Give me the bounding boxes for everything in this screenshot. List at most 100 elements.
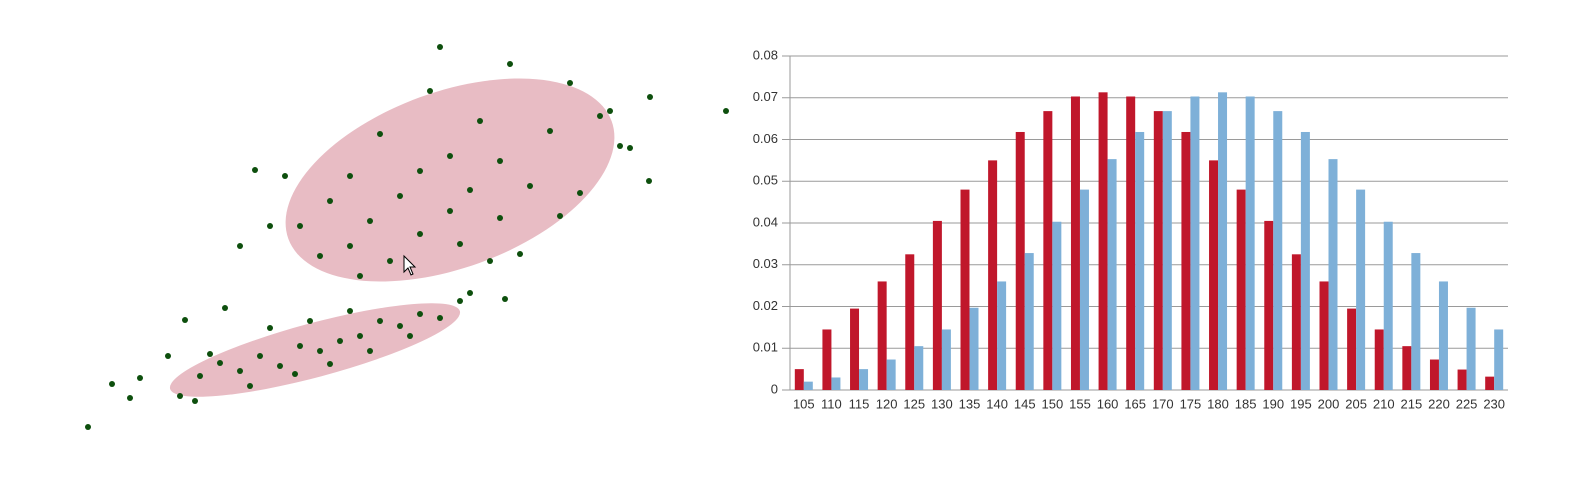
bar [1015,131,1025,391]
data-point [222,305,228,311]
data-point [497,215,503,221]
data-point [377,131,383,137]
cluster-region [285,78,615,282]
x-tick-label: 230 [1483,396,1505,411]
bar [1190,96,1200,390]
bar [1181,131,1191,391]
data-point [207,351,213,357]
data-point [85,424,91,430]
bar [941,329,951,390]
bar [960,189,970,390]
x-tick-label: 140 [986,396,1008,411]
data-point [137,375,143,381]
x-tick-label: 170 [1152,396,1174,411]
data-point [257,353,263,359]
data-point [647,94,653,100]
data-point [427,88,433,94]
bar [1273,111,1283,391]
x-tick-label: 200 [1318,396,1340,411]
data-point [467,290,473,296]
x-tick-label: 105 [793,396,815,411]
data-point [517,251,523,257]
data-point [165,353,171,359]
data-point [127,395,133,401]
x-tick-label: 190 [1262,396,1284,411]
data-point [397,323,403,329]
x-tick-label: 210 [1373,396,1395,411]
data-point [327,198,333,204]
bar [1457,369,1467,390]
data-point [297,343,303,349]
data-point [457,298,463,304]
bar [1098,92,1108,390]
data-point [597,113,603,119]
x-tick-label: 155 [1069,396,1091,411]
bar [822,329,832,390]
data-point [252,167,258,173]
data-point [267,223,273,229]
bar [1245,96,1255,390]
data-point [292,371,298,377]
data-point [197,373,203,379]
data-point [417,168,423,174]
data-point [247,383,253,389]
bar [1291,254,1301,390]
bar [859,369,869,390]
data-point [417,231,423,237]
data-point [282,173,288,179]
data-point [447,208,453,214]
data-point [357,273,363,279]
data-point [723,108,729,114]
x-tick-label: 215 [1400,396,1422,411]
bar [886,359,896,390]
bar [905,254,915,390]
x-tick-label: 145 [1014,396,1036,411]
data-point [457,241,463,247]
bar [1466,307,1476,390]
x-tick-label: 205 [1345,396,1367,411]
data-point [607,108,613,114]
data-point [357,333,363,339]
bar [1374,329,1384,390]
bar [969,307,979,390]
data-point [367,218,373,224]
data-point [477,118,483,124]
y-tick-label: 0.07 [753,89,778,104]
bar [1264,220,1274,390]
data-point [557,213,563,219]
y-tick-label: 0.04 [753,214,778,229]
x-tick-label: 120 [876,396,898,411]
data-point [397,193,403,199]
data-point [507,61,513,67]
data-point [497,158,503,164]
cluster-region [169,303,461,397]
bar [1347,308,1357,390]
bar [1043,111,1053,391]
bar [803,381,813,390]
data-point [437,44,443,50]
bar [1162,111,1172,391]
bar [1079,189,1089,390]
bar [1494,329,1504,390]
data-point [237,368,243,374]
y-tick-label: 0.02 [753,298,778,313]
bar [1356,189,1366,390]
bar [1126,96,1136,390]
bar [1402,346,1412,390]
bar [1218,92,1228,390]
data-point [487,258,493,264]
x-tick-label: 115 [849,396,870,411]
y-tick-label: 0.08 [753,47,778,62]
x-tick-label: 185 [1235,396,1257,411]
data-point [237,243,243,249]
data-point [307,318,313,324]
data-point [277,363,283,369]
marks: 0 0.01 0.02 0.03 0.04 0.05 0.06 0.07 0.08 105 110 1… [85,44,1508,430]
data-point [347,243,353,249]
bar [932,220,942,390]
data-point [527,183,533,189]
data-point [502,296,508,302]
data-point [617,143,623,149]
bar [850,308,860,390]
